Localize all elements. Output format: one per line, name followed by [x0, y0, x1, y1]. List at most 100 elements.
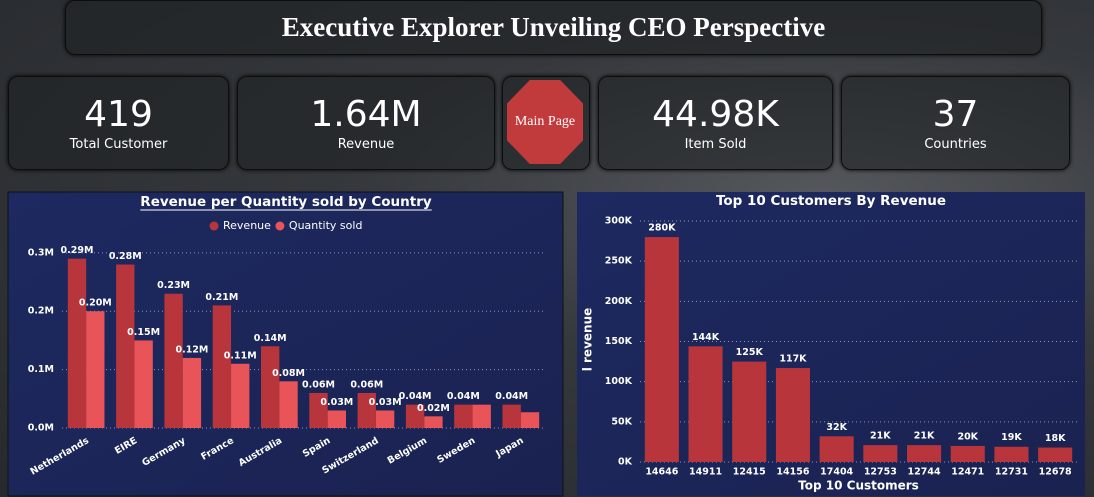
data-label: 0.04M [399, 391, 432, 402]
bar [67, 258, 87, 428]
data-label: 125K [736, 347, 764, 358]
x-tick-label: 12415 [733, 467, 766, 478]
bar [86, 311, 105, 428]
bar [454, 404, 473, 428]
y-tick-label: 100K [605, 376, 633, 387]
kpi-card: 419 Total Customer [8, 76, 229, 170]
y-tick-label: 300K [605, 216, 633, 227]
dashboard-title: Executive Explorer Unveiling CEO Perspec… [65, 0, 1042, 55]
data-label: 19K [1001, 432, 1022, 443]
bar [644, 237, 679, 462]
bar [907, 445, 942, 462]
data-label: 0.21M [205, 292, 238, 303]
x-tick-label: 12753 [864, 467, 897, 478]
data-label: 0.11M [224, 350, 257, 361]
bar [424, 416, 443, 428]
kpi-value: 44.98K [652, 93, 779, 135]
kpi-label: Countries [924, 136, 987, 152]
legend-marker [209, 221, 219, 231]
bar [405, 404, 425, 428]
kpi-card: 1.64M Revenue [237, 76, 495, 170]
x-tick-label: 12678 [1039, 467, 1072, 478]
chart-title: Top 10 Customers By Revenue [716, 193, 946, 209]
bar [375, 410, 395, 428]
y-tick-label: 50K [611, 416, 632, 427]
data-label: 117K [779, 354, 807, 365]
bar [357, 392, 376, 428]
data-label: 0.04M [495, 391, 528, 402]
legend-marker [275, 221, 285, 231]
kpi-value: 419 [84, 93, 153, 135]
y-tick-label: 0.0M [28, 423, 54, 434]
data-label: 0.06M [350, 379, 383, 390]
data-label: 0.03M [320, 397, 353, 408]
bar [279, 381, 298, 428]
y-tick-label: 0.1M [28, 364, 54, 375]
bar [260, 346, 280, 428]
y-tick-label: 150K [605, 336, 633, 347]
data-label: 32K [826, 422, 847, 433]
data-label: 0.15M [127, 327, 160, 338]
data-label: 0.14M [254, 333, 287, 344]
data-label: 18K [1045, 433, 1066, 444]
data-label: 21K [870, 431, 891, 442]
bar [775, 368, 810, 462]
data-label: 280K [648, 223, 676, 234]
kpi-card: 37 Countries [841, 76, 1070, 170]
bar [327, 410, 347, 428]
bar [502, 404, 521, 428]
data-label: 20K [957, 431, 978, 442]
bar [309, 392, 328, 428]
data-label: 0.08M [272, 368, 305, 379]
y-tick-label: 250K [605, 256, 633, 267]
data-label: 0.20M [79, 298, 112, 309]
bar [472, 404, 491, 428]
y-tick-label: 200K [605, 296, 633, 307]
y-tick-label: 0K [618, 457, 633, 468]
x-tick-label: 14646 [645, 467, 678, 478]
data-label: 21K [914, 431, 935, 442]
bar [520, 412, 540, 428]
data-label: 0.28M [109, 251, 142, 262]
data-label: 144K [692, 332, 720, 343]
kpi-label: Total Customer [69, 136, 168, 152]
bar [863, 445, 898, 462]
x-tick-label: 14156 [776, 467, 809, 478]
y-axis-label: l revenue [581, 308, 595, 372]
y-tick-label: 0.3M [28, 247, 54, 258]
bar [1038, 447, 1073, 462]
x-tick-label: 14911 [689, 467, 722, 478]
bar [231, 363, 250, 428]
kpi-value: 1.64M [310, 93, 422, 135]
bar [994, 446, 1029, 462]
bar [134, 340, 153, 428]
y-tick-label: 0.2M [28, 306, 54, 317]
data-label: 0.04M [447, 391, 480, 402]
bar [950, 445, 985, 462]
kpi-label: Item Sold [684, 136, 747, 152]
bar [116, 264, 135, 428]
x-tick-label: 12731 [995, 467, 1028, 478]
x-tick-label: 12744 [908, 467, 941, 478]
data-label: 0.06M [302, 379, 335, 390]
kpi-label: Revenue [337, 136, 395, 152]
bar [688, 346, 723, 462]
main-page-button[interactable]: Main Page [507, 80, 583, 164]
bar [732, 361, 767, 462]
data-label: 0.12M [175, 344, 208, 355]
kpi-card: 44.98K Item Sold [598, 76, 833, 170]
bar [164, 293, 183, 428]
chart-title: Revenue per Quantity sold by Country [140, 194, 432, 210]
data-label: 0.23M [157, 280, 190, 291]
data-label: 0.02M [417, 403, 450, 414]
bar [212, 305, 232, 428]
x-axis-label: Top 10 Customers [798, 479, 919, 493]
x-tick-label: 12471 [951, 467, 984, 478]
legend-label: Revenue [223, 219, 271, 232]
legend-label: Quantity sold [289, 219, 363, 232]
data-label: 0.29M [61, 245, 94, 256]
x-tick-label: 17404 [820, 467, 853, 478]
data-label: 0.03M [369, 397, 402, 408]
